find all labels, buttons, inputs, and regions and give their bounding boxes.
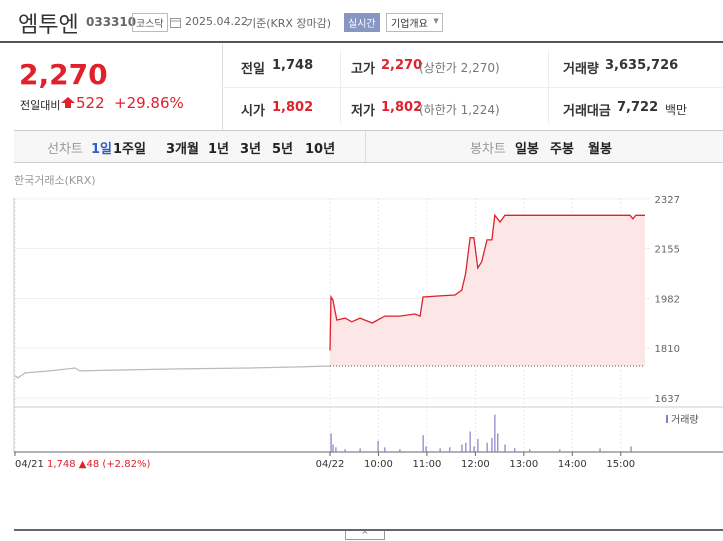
legend-label: 거래량 xyxy=(671,414,699,426)
volume-bar xyxy=(330,433,332,452)
y-tick-label: 2155 xyxy=(655,245,680,256)
volume-bar xyxy=(422,435,424,452)
volume-bar xyxy=(335,447,337,452)
volume-bar xyxy=(449,447,451,452)
market-badge: 코스닥 xyxy=(132,13,168,32)
stock-name: 엠투엔 xyxy=(18,13,79,38)
volume-bar xyxy=(399,449,401,452)
stat-unit: 백만 xyxy=(665,103,688,117)
volume-bar xyxy=(477,438,479,452)
basis: 기준(KRX 장마감) xyxy=(246,17,332,30)
change: 522 xyxy=(76,94,105,112)
volume-bar xyxy=(529,449,531,452)
volume-bar xyxy=(377,440,379,452)
stat-label: 전일 xyxy=(241,62,265,77)
price-line xyxy=(14,365,331,379)
stat-note: (상한가 2,270) xyxy=(419,61,500,75)
stat-value: 2,270 xyxy=(381,58,423,73)
stat-value: 7,722 xyxy=(617,100,659,115)
divider xyxy=(222,87,723,88)
volume-bar xyxy=(504,444,506,452)
volume-bar xyxy=(559,449,561,452)
prev-summary: 1,748 ▲48 (+2.82%) xyxy=(47,459,150,470)
up-arrow xyxy=(61,97,75,108)
tab[interactable]: 1년 xyxy=(208,142,230,157)
stat-label: 저가 xyxy=(351,104,375,119)
volume-bar xyxy=(514,448,516,452)
stat-value: 1,748 xyxy=(272,58,314,73)
tab[interactable]: 10년 xyxy=(305,142,336,157)
divider xyxy=(0,41,723,43)
tab[interactable]: 일봉 xyxy=(515,142,539,157)
tab-group-label: 선차트 xyxy=(47,142,83,157)
stat-value: 1,802 xyxy=(381,100,423,115)
divider xyxy=(365,131,366,162)
volume-bar xyxy=(599,448,601,452)
source: 한국거래소(KRX) xyxy=(14,174,96,187)
tab[interactable]: 1주일 xyxy=(113,142,146,157)
volume-bar xyxy=(473,446,475,452)
stat-label: 시가 xyxy=(241,104,265,119)
x-tick-label: 12:00 xyxy=(461,459,490,470)
volume-bar xyxy=(469,431,471,452)
change-label: 전일대비 xyxy=(20,99,61,112)
tab[interactable]: 주봉 xyxy=(550,142,574,157)
x-tick-label: 14:00 xyxy=(558,459,587,470)
volume-bar xyxy=(384,447,386,452)
y-tick-label: 1810 xyxy=(655,344,680,355)
change-pct: +29.86% xyxy=(114,94,184,112)
collapse-button[interactable]: ^ xyxy=(345,531,385,540)
tab-group-label: 봉차트 xyxy=(470,142,506,157)
volume-bar xyxy=(491,438,493,452)
volume-bar xyxy=(486,442,488,452)
area xyxy=(330,215,645,367)
tab[interactable]: 월봉 xyxy=(588,142,612,157)
x-tick-label: 13:00 xyxy=(509,459,538,470)
volume-bar xyxy=(359,448,361,452)
x-tick-label: 15:00 xyxy=(606,459,635,470)
tab[interactable]: 5년 xyxy=(272,142,294,157)
x-tick-label: 10:00 xyxy=(364,459,393,470)
stat-note: (하한가 1,224) xyxy=(419,103,500,117)
volume-bar xyxy=(344,449,346,452)
stat-value: 3,635,726 xyxy=(605,58,679,73)
volume-bar xyxy=(465,442,467,452)
y-tick-label: 1982 xyxy=(655,294,680,305)
x-tick-label: 04/21 xyxy=(15,459,44,470)
volume-bar xyxy=(497,433,499,452)
tab[interactable]: 3개월 xyxy=(166,142,199,157)
volume-bar xyxy=(630,446,632,452)
date: 2025.04.22 xyxy=(185,15,248,28)
stock-code: 033310 xyxy=(86,15,137,29)
overview-dropdown[interactable]: 기업개요 ▼ xyxy=(386,13,443,32)
stat-label: 고가 xyxy=(351,62,375,77)
legend-swatch xyxy=(666,415,668,423)
realtime-button[interactable]: 실시간 xyxy=(344,13,380,32)
volume-bar xyxy=(494,414,496,452)
stat-label: 거래대금 xyxy=(563,104,611,119)
overview-label: 기업개요 xyxy=(391,19,428,30)
calendar-icon xyxy=(170,18,181,28)
y-tick-label: 2327 xyxy=(655,195,680,206)
x-tick-label: 11:00 xyxy=(413,459,442,470)
volume-bar xyxy=(425,446,427,452)
volume-bar xyxy=(461,444,463,452)
price-line xyxy=(329,213,645,351)
y-tick-label: 1637 xyxy=(655,394,680,405)
volume-bar xyxy=(439,448,441,452)
volume-bar xyxy=(332,444,334,452)
tab-bar xyxy=(14,130,723,163)
x-tick-label: 04/22 xyxy=(316,459,345,470)
divider xyxy=(14,529,723,531)
price: 2,270 xyxy=(19,58,108,91)
tab[interactable]: 3년 xyxy=(240,142,262,157)
stat-value: 1,802 xyxy=(272,100,314,115)
stat-label: 거래량 xyxy=(563,62,599,77)
tab[interactable]: 1일 xyxy=(91,142,113,157)
